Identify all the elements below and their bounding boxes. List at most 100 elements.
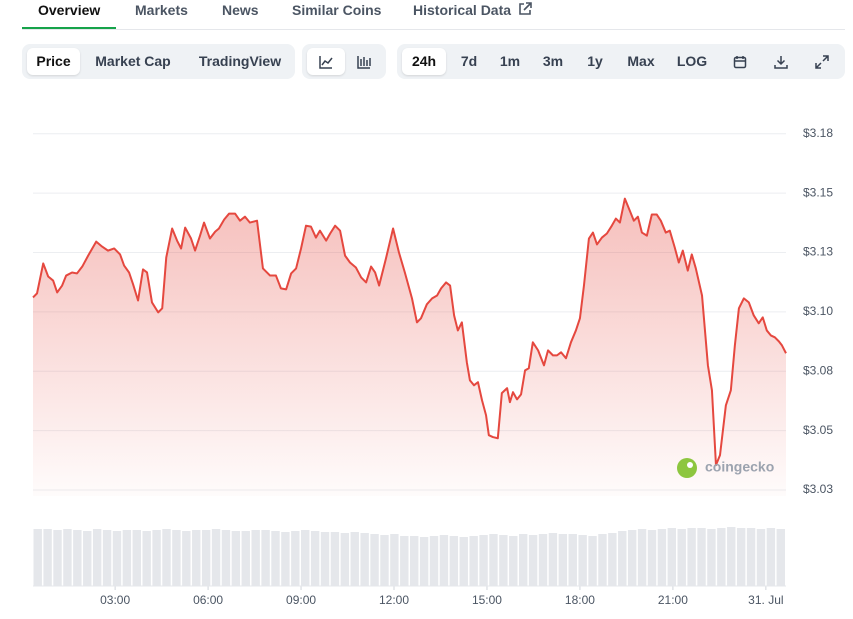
volume-bar xyxy=(558,534,568,586)
volume-bar xyxy=(221,530,231,586)
x-tick-label: 09:00 xyxy=(286,593,316,607)
volume-bar xyxy=(439,535,449,586)
volume-bar xyxy=(518,534,528,586)
volume-bar xyxy=(241,531,250,586)
volume-bar xyxy=(637,529,647,586)
tab[interactable]: News xyxy=(222,2,259,18)
watermark-logo xyxy=(677,458,697,478)
volume-bar xyxy=(588,536,597,586)
volume-bar xyxy=(727,527,736,586)
volume-bar xyxy=(192,530,201,586)
volume-bar xyxy=(251,530,260,586)
volume-bar xyxy=(687,528,696,586)
range-button[interactable]: 1y xyxy=(587,53,603,69)
volume-bar xyxy=(182,531,191,586)
range-button[interactable]: 7d xyxy=(460,53,478,69)
volume-bar xyxy=(489,534,498,586)
range-button[interactable]: 24h xyxy=(402,48,446,75)
y-tick-label: $3.13 xyxy=(803,245,833,259)
x-tick-label: 15:00 xyxy=(472,593,502,607)
volume-bar xyxy=(499,535,508,586)
external-link-icon xyxy=(519,2,532,15)
volume-bar xyxy=(766,528,776,586)
volume-bar xyxy=(647,530,657,586)
volume-bar xyxy=(667,528,677,586)
volume-bar xyxy=(172,530,181,586)
watermark-text: coingecko xyxy=(705,459,774,475)
volume-bar xyxy=(419,537,429,586)
volume-bar xyxy=(429,536,439,586)
range-button[interactable]: 3m xyxy=(542,53,564,69)
tab-label[interactable]: Historical Data xyxy=(413,2,512,18)
volume-bar xyxy=(330,532,340,586)
volume-bar xyxy=(122,530,132,586)
candle-chart-button[interactable] xyxy=(345,48,383,75)
volume-bar xyxy=(83,531,92,586)
volume-bar xyxy=(310,531,320,586)
volume-bar xyxy=(736,528,746,586)
volume-bar xyxy=(340,533,350,586)
volume-bar xyxy=(578,535,587,586)
volume-bar xyxy=(746,528,756,586)
volume-bar xyxy=(301,530,310,586)
view-toggle: Price Market Cap TradingView xyxy=(22,44,295,79)
download-button[interactable] xyxy=(763,48,799,75)
volume-bar xyxy=(92,529,102,586)
tab[interactable]: Overview xyxy=(22,2,117,29)
range-button[interactable]: LOG xyxy=(676,53,708,69)
tab[interactable]: Similar Coins xyxy=(292,2,382,18)
volume-bar xyxy=(142,531,151,586)
calendar-icon xyxy=(733,56,747,69)
volume-bar xyxy=(261,530,270,586)
toggle-button[interactable]: TradingView xyxy=(198,53,282,69)
toggle-button[interactable]: Price xyxy=(27,48,80,75)
volume-bar xyxy=(320,532,330,586)
expand-icon xyxy=(815,55,829,69)
line-chart-button[interactable] xyxy=(307,48,345,75)
chart-style-toggle xyxy=(302,44,386,79)
volume-bar xyxy=(548,533,558,586)
download-icon xyxy=(774,56,788,69)
volume-bar xyxy=(707,529,716,586)
volume-bar xyxy=(73,530,82,586)
range-button[interactable]: Max xyxy=(627,53,655,69)
volume-bar xyxy=(291,531,300,586)
volume-bar xyxy=(43,529,52,586)
range-button[interactable]: 1m xyxy=(499,53,521,69)
volume-bar xyxy=(281,532,290,586)
x-tick-label: 06:00 xyxy=(193,593,223,607)
volume-bar xyxy=(271,531,280,586)
candle-icon xyxy=(357,56,371,69)
tab-bar: Overview Markets News Similar Coins Hist… xyxy=(22,0,845,30)
volume-bar xyxy=(390,534,399,586)
volume-bar xyxy=(509,536,518,586)
volume-bar xyxy=(350,532,359,586)
volume-bar xyxy=(717,528,726,586)
volume-bar xyxy=(360,533,369,586)
x-tick-label: 18:00 xyxy=(565,593,595,607)
volume-bar xyxy=(568,534,577,586)
volume-bar xyxy=(776,529,785,586)
calendar-button[interactable] xyxy=(722,48,758,75)
volume-bar xyxy=(598,534,607,586)
tab[interactable]: Historical Data xyxy=(413,2,532,18)
volume-bar xyxy=(697,528,706,586)
range-toggle: 24h 7d 1m 3m 1y Max LOG xyxy=(397,44,845,79)
price-area xyxy=(33,198,786,496)
volume-bar xyxy=(63,529,72,586)
y-tick-label: $3.08 xyxy=(803,363,833,377)
volume-bar xyxy=(201,530,211,586)
watermark: coingecko xyxy=(677,458,774,478)
volume-bar xyxy=(627,530,637,586)
toggle-button[interactable]: Market Cap xyxy=(95,53,171,69)
volume-bar xyxy=(479,535,488,586)
y-tick-label: $3.03 xyxy=(803,482,833,496)
tab[interactable]: Markets xyxy=(135,2,188,18)
volume-bar xyxy=(677,529,686,586)
volume-bar xyxy=(53,530,62,586)
x-tick-label: 12:00 xyxy=(379,593,409,607)
x-tick-label: 31. Jul xyxy=(748,593,783,607)
price-line xyxy=(32,197,787,467)
fullscreen-button[interactable] xyxy=(804,48,840,75)
